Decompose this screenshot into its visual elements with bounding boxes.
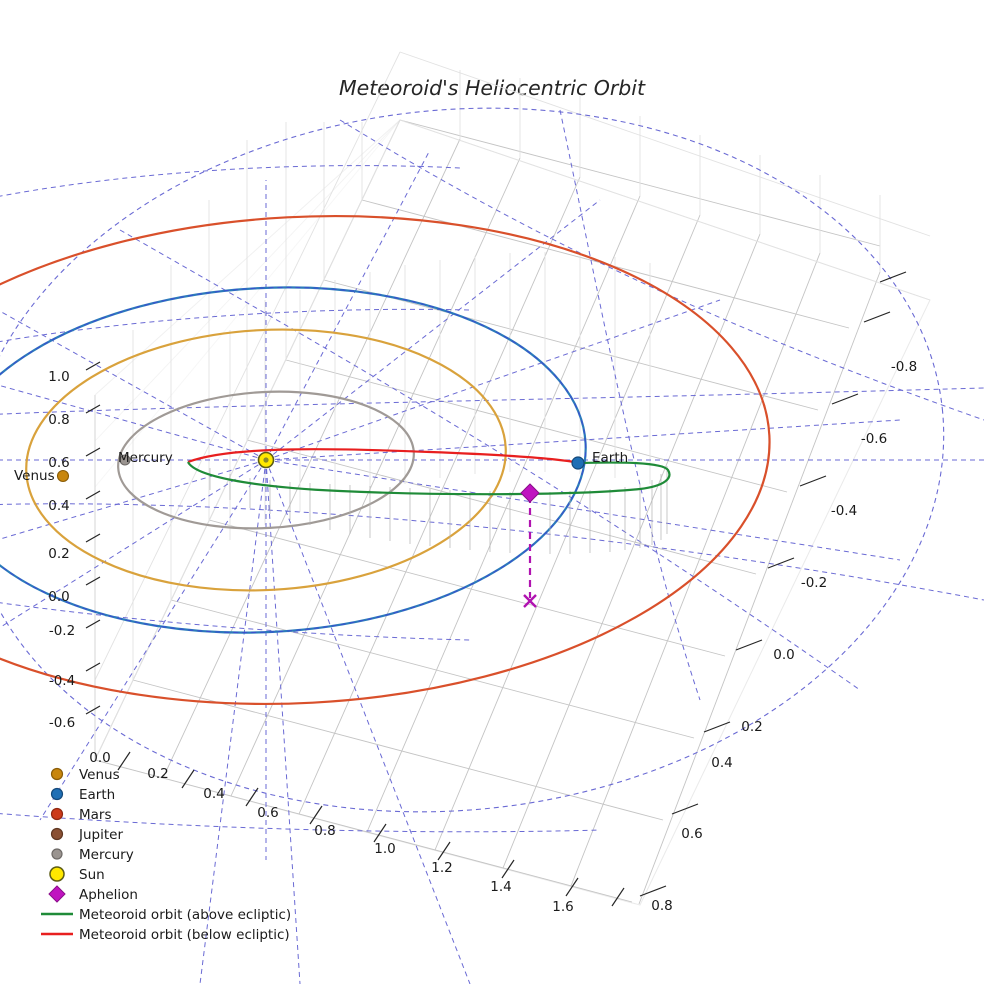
z-tick-4: 0.2 <box>48 546 69 562</box>
x-tick-4: 0.8 <box>314 823 335 839</box>
x-tick-1: 0.2 <box>147 766 168 782</box>
meteoroid-orbit-above <box>187 461 671 496</box>
right-wall-grid <box>399 51 931 301</box>
x-tick-0: 0.0 <box>89 750 110 766</box>
legend-label-earth: Earth <box>79 787 115 803</box>
z-tick-3: 0.4 <box>48 498 69 514</box>
legend-label-meteoroid-above: Meteoroid orbit (above ecliptic) <box>79 907 291 923</box>
y-tick-2: 0.4 <box>711 755 732 771</box>
mars-icon <box>50 807 64 821</box>
legend-label-jupiter: Jupiter <box>78 827 123 843</box>
mercury-label: Mercury <box>118 450 173 466</box>
legend-item-meteoroid-below[interactable]: Meteoroid orbit (below ecliptic) <box>41 927 290 943</box>
sun-core <box>263 457 269 463</box>
z-tick-0: 1.0 <box>48 369 69 385</box>
mars-orbit <box>0 214 771 706</box>
y-tick-0: 0.8 <box>651 898 672 914</box>
legend-item-jupiter[interactable]: Jupiter <box>50 827 124 843</box>
legend-label-venus: Venus <box>79 767 120 783</box>
legend-item-mercury[interactable]: Mercury <box>51 847 134 863</box>
z-tick-8: -0.6 <box>49 715 75 731</box>
planet-orbits <box>0 214 771 706</box>
legend-label-sun: Sun <box>79 867 105 883</box>
x-tick-8: 1.6 <box>552 899 573 915</box>
body-markers: Earth Mercury Venus <box>14 450 628 484</box>
legend-item-aphelion[interactable]: Aphelion <box>48 885 138 903</box>
y-tick-8: -0.8 <box>891 359 917 375</box>
earth-orbit-dashed <box>0 286 587 634</box>
aphelion-group <box>520 483 540 608</box>
meteoroid-orbit-below <box>187 448 581 465</box>
jupiter-orbit-dashed <box>0 107 945 813</box>
y-tick-6: -0.4 <box>831 503 857 519</box>
x-tick-6: 1.2 <box>431 860 452 876</box>
z-axis: 1.0 0.8 0.6 0.4 0.2 0.0 -0.2 -0.4 -0.6 <box>48 361 101 731</box>
legend-item-sun[interactable]: Sun <box>49 866 105 883</box>
x-tick-7: 1.4 <box>490 879 511 895</box>
legend-item-mars[interactable]: Mars <box>50 807 112 823</box>
venus-marker <box>56 469 70 483</box>
y-tick-1: 0.6 <box>681 826 702 842</box>
sun-icon <box>49 866 65 882</box>
x-axis: 0.0 0.2 0.4 0.6 0.8 1.0 1.2 1.4 1.6 <box>89 750 625 915</box>
legend-item-meteoroid-above[interactable]: Meteoroid orbit (above ecliptic) <box>41 907 291 923</box>
jupiter-icon <box>50 827 64 841</box>
z-tick-5: 0.0 <box>48 589 69 605</box>
earth-marker <box>571 456 585 470</box>
legend-label-mercury: Mercury <box>79 847 134 863</box>
venus-icon <box>50 767 64 781</box>
box-wireframe <box>94 252 651 760</box>
page-title: Meteoroid's Heliocentric Orbit <box>339 76 646 100</box>
y-tick-7: -0.6 <box>861 431 887 447</box>
x-tick-2: 0.4 <box>203 786 224 802</box>
y-tick-3: 0.2 <box>741 719 762 735</box>
legend-label-meteoroid-below: Meteoroid orbit (below ecliptic) <box>79 927 290 943</box>
y-tick-5: -0.2 <box>801 575 827 591</box>
x-tick-3: 0.6 <box>257 805 278 821</box>
venus-orbit <box>25 328 507 592</box>
legend-label-mars: Mars <box>79 807 112 823</box>
y-axis: 0.8 0.6 0.4 0.2 0.0 -0.2 -0.4 -0.6 -0.8 <box>639 271 917 914</box>
z-tick-7: -0.4 <box>49 673 75 689</box>
earth-label: Earth <box>592 450 628 466</box>
aphelion-icon <box>48 885 66 903</box>
meteoroid-orbit <box>187 448 671 496</box>
mercury-icon <box>51 848 63 860</box>
z-tick-6: -0.2 <box>49 623 75 639</box>
aphelion-marker <box>520 483 540 503</box>
venus-label: Venus <box>14 468 55 484</box>
earth-icon <box>50 787 64 801</box>
legend-item-venus[interactable]: Venus <box>50 767 120 783</box>
legend-item-earth[interactable]: Earth <box>50 787 116 803</box>
x-tick-5: 1.0 <box>374 841 395 857</box>
z-tick-2: 0.6 <box>48 455 69 471</box>
mercury-marker <box>119 454 131 466</box>
legend: Venus Earth Mars Jupiter Mercury <box>41 767 291 943</box>
aphelion-projection-marker <box>523 594 537 608</box>
y-tick-4: 0.0 <box>773 647 794 663</box>
legend-label-aphelion: Aphelion <box>79 887 138 903</box>
z-tick-1: 0.8 <box>48 412 69 428</box>
